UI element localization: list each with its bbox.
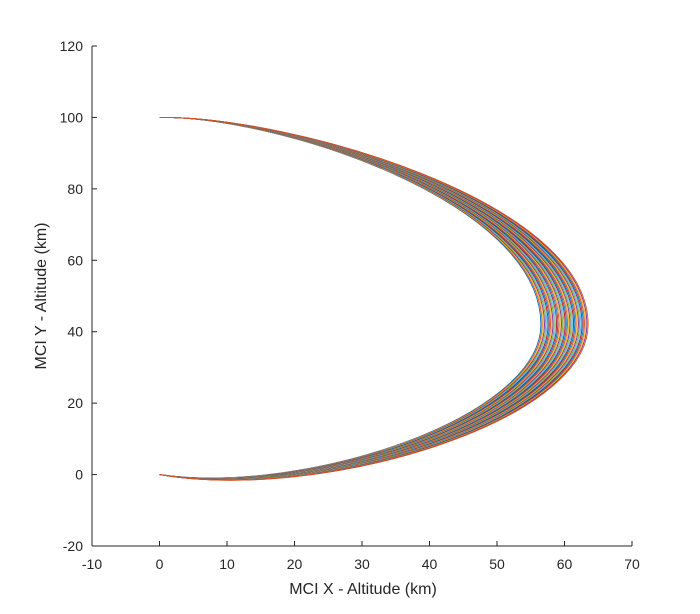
x-axis-ticks: -10 0 10 20 30 40 50 60 70: [82, 541, 640, 572]
y-tick-label: 40: [67, 324, 83, 340]
x-axis-label: MCI X - Altitude (km): [289, 581, 437, 598]
x-tick-label: 50: [489, 556, 505, 572]
x-tick-label: 0: [156, 556, 164, 572]
y-tick-label: -20: [63, 538, 83, 554]
y-tick-label: 0: [75, 467, 83, 483]
trajectory-lines: [159, 116, 589, 481]
y-tick-label: 20: [67, 395, 83, 411]
x-tick-label: 30: [354, 556, 370, 572]
x-tick-label: 20: [287, 556, 303, 572]
x-tick-label: 60: [557, 556, 573, 572]
y-tick-label: 120: [60, 38, 84, 54]
y-tick-label: 100: [60, 109, 84, 125]
y-axis-ticks: -20 0 20 40 60 80 100 120: [60, 38, 97, 554]
y-tick-label: 60: [67, 252, 83, 268]
x-tick-label: 10: [219, 556, 235, 572]
x-tick-label: 40: [422, 556, 438, 572]
x-tick-label: -10: [82, 556, 102, 572]
x-tick-label: 70: [624, 556, 640, 572]
y-tick-label: 80: [67, 181, 83, 197]
y-axis-label: MCI Y - Altitude (km): [33, 223, 50, 370]
trajectory-line-40: [159, 116, 589, 481]
